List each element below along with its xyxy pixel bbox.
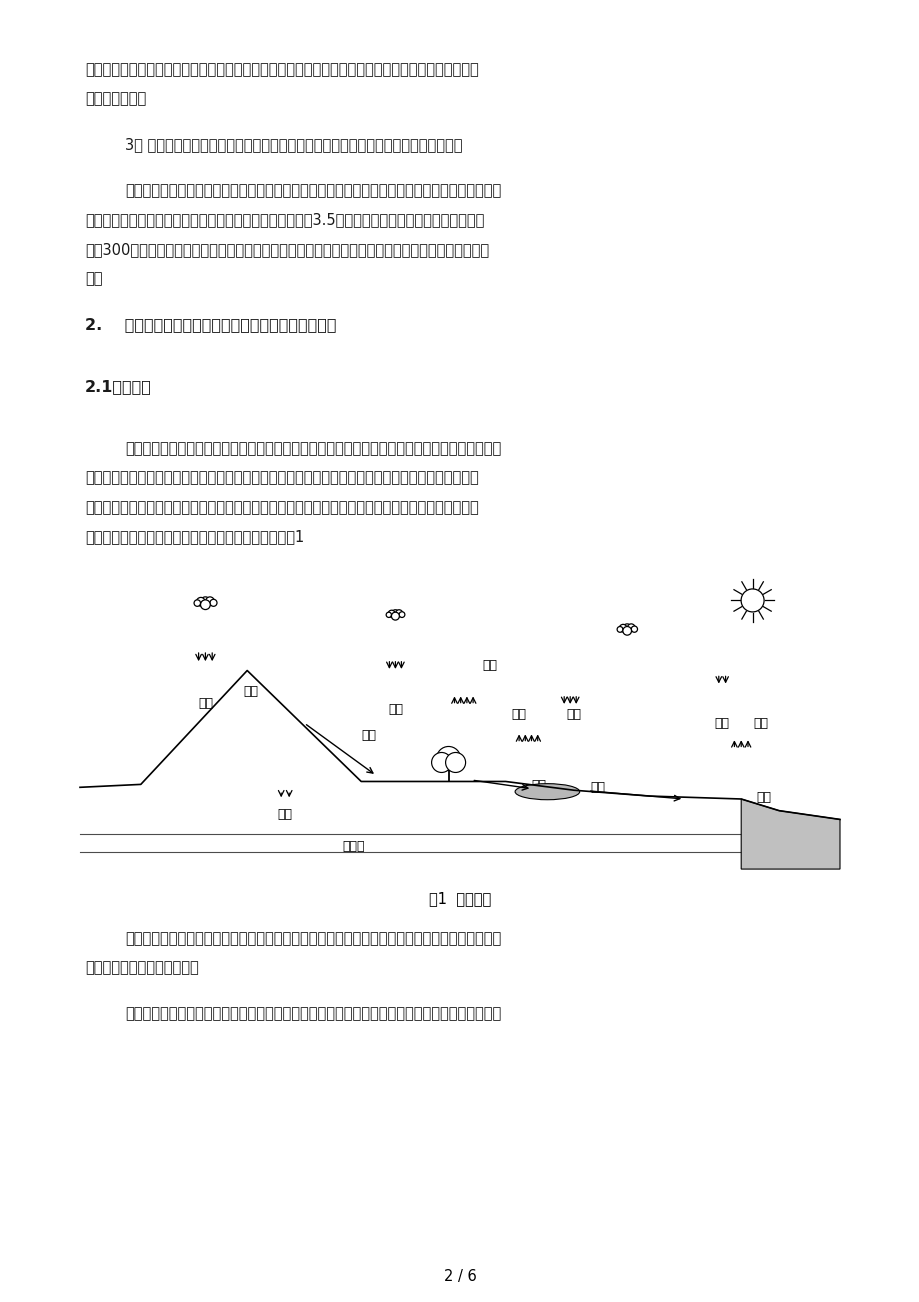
Text: 降水: 降水 [388, 703, 403, 716]
Circle shape [395, 609, 403, 617]
Text: 河流: 河流 [361, 729, 376, 742]
Circle shape [445, 753, 465, 772]
Text: 地下水: 地下水 [342, 840, 365, 853]
Text: 冰雪: 冰雪 [244, 685, 258, 698]
Text: 河流: 河流 [590, 781, 606, 794]
Text: 的使用和维护。: 的使用和维护。 [85, 91, 146, 107]
Circle shape [210, 599, 217, 607]
Circle shape [197, 598, 205, 605]
Text: 雨雪直接落回大地，或在海拔高的地方形成雪山冰川，这些雪山或冰川受季节等因素影响，不断融化形: 雨雪直接落回大地，或在海拔高的地方形成雪山冰川，这些雪山或冰川受季节等因素影响，… [85, 500, 478, 516]
Circle shape [391, 612, 399, 620]
Circle shape [206, 596, 214, 605]
Text: 海洋: 海洋 [755, 792, 771, 805]
Text: 降水: 降水 [714, 717, 729, 730]
Text: 量在300亿立方米以上，如果每个家庭能够做到水的充分利用，那一年节约的水将是一个十分可观的数: 量在300亿立方米以上，如果每个家庭能够做到水的充分利用，那一年节约的水将是一个… [85, 242, 489, 256]
Text: 些水蒸汽在温度较低的高空形成小水滴团，也就是云，当这些小水滴团遇到更冷的空气变聚集起来形成: 些水蒸汽在温度较低的高空形成小水滴团，也就是云，当这些小水滴团遇到更冷的空气变聚… [85, 470, 478, 486]
Circle shape [627, 624, 634, 631]
Circle shape [391, 609, 400, 618]
Circle shape [630, 626, 637, 633]
Text: 蒸发: 蒸发 [511, 708, 527, 721]
Text: 湖泊: 湖泊 [531, 779, 546, 792]
Circle shape [622, 624, 631, 634]
Text: 降水: 降水 [198, 697, 212, 710]
Circle shape [741, 589, 764, 612]
Text: 部分水的水质要求是除去水中的杂质和硬度，以有利于洗浴和各种洗涤工作的完成，以及家庭用水设备: 部分水的水质要求是除去水中的杂质和硬度，以有利于洗浴和各种洗涤工作的完成，以及家… [85, 62, 478, 77]
Circle shape [199, 596, 210, 608]
Text: 字。: 字。 [85, 271, 102, 286]
Circle shape [388, 611, 395, 617]
Ellipse shape [515, 784, 579, 799]
Text: 渗水: 渗水 [278, 807, 292, 820]
Circle shape [618, 625, 626, 631]
Circle shape [194, 600, 200, 607]
Circle shape [437, 746, 460, 771]
Text: 成河流，流向大海，然后继续被加热成为水蒸汽。如图1: 成河流，流向大海，然后继续被加热成为水蒸汽。如图1 [85, 530, 304, 544]
Polygon shape [741, 799, 839, 868]
Circle shape [617, 626, 622, 633]
Circle shape [200, 600, 210, 609]
Circle shape [431, 753, 451, 772]
Text: 图1  水的循环: 图1 水的循环 [428, 891, 491, 906]
Circle shape [386, 612, 391, 617]
Text: 在水的使用上，中国许多家庭尽可能充分利用水，如把淘米或者洗菜的水用来浇花、积攒下来冲厕: 在水的使用上，中国许多家庭尽可能充分利用水，如把淘米或者洗菜的水用来浇花、积攒下… [125, 184, 501, 198]
Text: 2.    太阳能驱动半导体制冷结露法家庭制水原理及方法: 2. 太阳能驱动半导体制冷结露法家庭制水原理及方法 [85, 318, 336, 332]
Text: 所等等。而据世界家庭会议的统计，中国的家庭总数超过了3.5亿，据此计算，中国的家庭用水年度总: 所等等。而据世界家庭会议的统计，中国的家庭总数超过了3.5亿，据此计算，中国的家… [85, 212, 483, 228]
Text: 2 / 6: 2 / 6 [443, 1269, 476, 1285]
Text: 3） 饮用水。饮用水则要求进一步深度净化，达到健康安全、卫生及改善口感的目的。: 3） 饮用水。饮用水则要求进一步深度净化，达到健康安全、卫生及改善口感的目的。 [125, 137, 462, 152]
Text: 蒸发: 蒸发 [753, 717, 767, 730]
Text: 本技术就是采用水的循环原理，将某些无法饮用的水利用加热或其他方式进行雾化，使其成为水蒸: 本技术就是采用水的循环原理，将某些无法饮用的水利用加热或其他方式进行雾化，使其成… [125, 1006, 501, 1021]
Text: 地球上的水，总是处在变化之中，由于太阳光的辐射，海洋和陆地上的水被加热蒸发到空气中，这: 地球上的水，总是处在变化之中，由于太阳光的辐射，海洋和陆地上的水被加热蒸发到空气… [125, 441, 501, 456]
Text: 备和系统，并已经投入使用。: 备和系统，并已经投入使用。 [85, 961, 199, 975]
Circle shape [399, 612, 404, 617]
Text: 蒸腾: 蒸腾 [482, 659, 497, 672]
Text: 2.1制水原理: 2.1制水原理 [85, 379, 152, 395]
Text: 降水: 降水 [566, 708, 581, 721]
Circle shape [622, 626, 630, 635]
Text: 水在地球上的这种循环方式，给了我们从空气中取水的新思路，许多国家都已经研制出空气取水设: 水在地球上的这种循环方式，给了我们从空气中取水的新思路，许多国家都已经研制出空气… [125, 931, 501, 947]
